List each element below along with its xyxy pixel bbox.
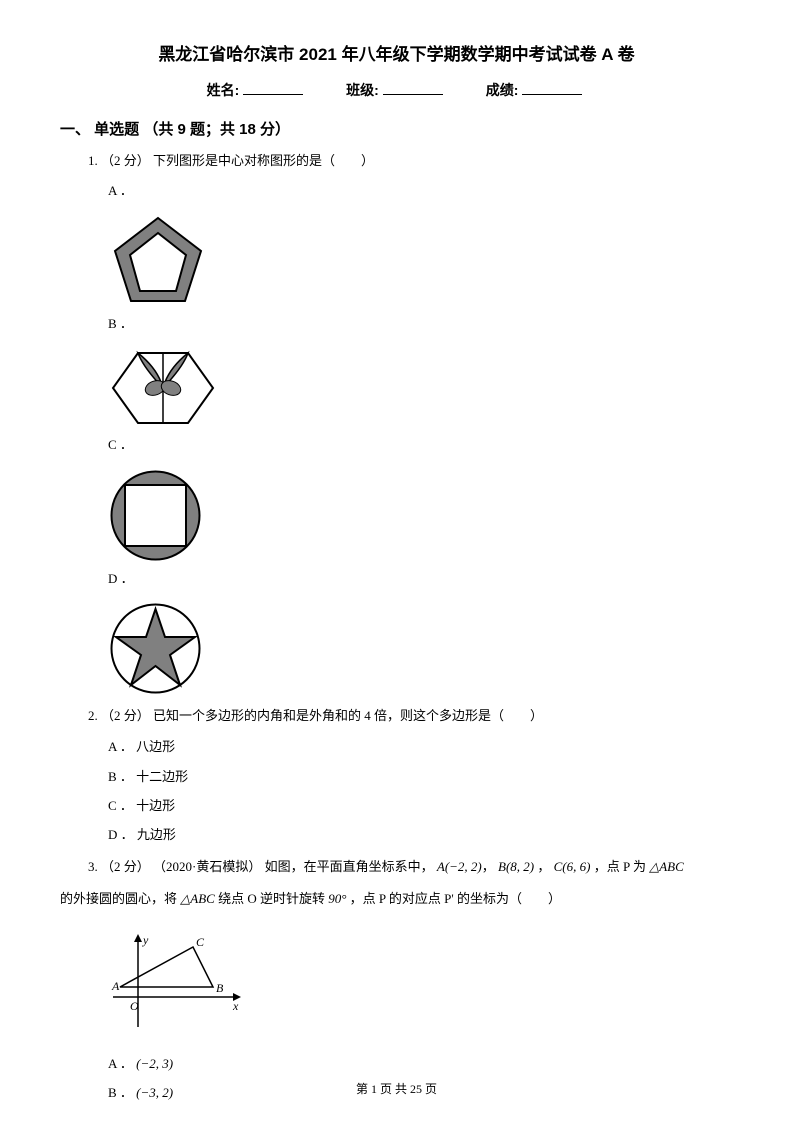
q3-triangle2: △ABC (180, 891, 215, 906)
q3-point-b: B(8, 2) (498, 859, 534, 874)
q3-point-c: C(6, 6) (554, 859, 591, 874)
q1-option-b: B ． (108, 312, 733, 345)
q3-option-a-val: (−2, 3) (136, 1056, 173, 1071)
q2-text: 2. （2 分） 已知一个多边形的内角和是外角和的 4 倍，则这个多边形是（ ） (88, 704, 733, 729)
coordinate-diagram-icon: y x O A B C (108, 932, 248, 1032)
q3-line2-part1: 的外接圆的圆心，将 (60, 891, 177, 906)
q3-part2: ，点 P 为 (594, 859, 646, 874)
question-2: 2. （2 分） 已知一个多边形的内角和是外角和的 4 倍，则这个多边形是（ ）… (60, 704, 733, 846)
q3-option-a-label: A ． (108, 1056, 133, 1071)
q2-option-b: B ． 十二边形 (108, 765, 733, 788)
q1-option-c-label: C ． (108, 433, 133, 466)
q3-text: 3. （2 分） （2020·黄石模拟） 如图，在平面直角坐标系中， A(−2,… (88, 855, 733, 880)
q1-option-d: D ． (108, 567, 733, 600)
q1-option-a-label: A ． (108, 179, 133, 212)
circle-star-icon (108, 601, 203, 696)
q2-option-c: C ． 十边形 (108, 794, 733, 817)
svg-text:x: x (232, 999, 239, 1013)
q1-option-a: A ． (108, 179, 733, 212)
pentagon-icon (108, 213, 208, 308)
q1-points: （2 分） (101, 153, 150, 168)
page-footer: 第 1 页 共 25 页 (0, 1080, 793, 1097)
q2-option-d: D ． 九边形 (108, 823, 733, 846)
name-label: 姓名: (207, 82, 240, 98)
q3-source: （2020·黄石模拟） (153, 859, 261, 874)
section-1-header: 一、 单选题 （共 9 题；共 18 分） (60, 118, 733, 139)
q1-text: 1. （2 分） 下列图形是中心对称图形的是（ ） (88, 149, 733, 174)
svg-text:y: y (142, 933, 149, 947)
q3-part1: 如图，在平面直角坐标系中， (265, 859, 434, 874)
exam-title: 黑龙江省哈尔滨市 2021 年八年级下学期数学期中考试试卷 A 卷 (60, 40, 733, 65)
q2-points: （2 分） (101, 708, 150, 723)
svg-text:C: C (196, 935, 205, 949)
svg-text:B: B (216, 981, 224, 995)
class-blank (383, 94, 443, 95)
q1-number: 1. (88, 153, 98, 168)
q3-option-a: A ． (−2, 3) (108, 1052, 733, 1075)
class-label: 班级: (346, 82, 379, 98)
svg-text:A: A (111, 979, 120, 993)
q1-content: 下列图形是中心对称图形的是（ ） (153, 153, 374, 168)
q3-points: （2 分） (101, 859, 150, 874)
q1-option-c: C ． (108, 433, 733, 466)
q3-triangle1: △ABC (649, 859, 684, 874)
student-info-line: 姓名: 班级: 成绩: (60, 80, 733, 100)
question-3: 3. （2 分） （2020·黄石模拟） 如图，在平面直角坐标系中， A(−2,… (60, 855, 733, 880)
q2-option-a: A ． 八边形 (108, 735, 733, 758)
score-label: 成绩: (486, 82, 519, 98)
q2-number: 2. (88, 708, 98, 723)
svg-text:O: O (130, 999, 139, 1013)
q3-number: 3. (88, 859, 98, 874)
q3-line2-part3: ，点 P 的对应点 P' 的坐标为（ ） (350, 891, 561, 906)
q3-point-a: A(−2, 2) (437, 859, 482, 874)
q3-angle: 90° (328, 891, 346, 906)
hexagon-icon (108, 347, 218, 429)
q1-option-b-label: B ． (108, 312, 133, 345)
circle-square-icon (108, 468, 203, 563)
q3-line2-part2: 绕点 O 逆时针旋转 (218, 891, 325, 906)
name-blank (243, 94, 303, 95)
q3-line2: 的外接圆的圆心，将 △ABC 绕点 O 逆时针旋转 90° ，点 P 的对应点 … (60, 887, 733, 912)
q2-content: 已知一个多边形的内角和是外角和的 4 倍，则这个多边形是（ ） (153, 708, 543, 723)
q1-option-d-label: D ． (108, 567, 134, 600)
score-blank (522, 94, 582, 95)
question-1: 1. （2 分） 下列图形是中心对称图形的是（ ） A ． B ． C ． D … (60, 149, 733, 696)
